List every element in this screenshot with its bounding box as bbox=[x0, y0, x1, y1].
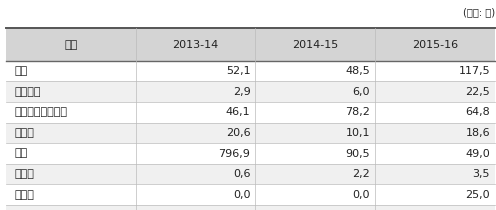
Bar bbox=[6, 164, 135, 184]
Bar bbox=[375, 81, 495, 102]
Bar bbox=[255, 143, 375, 164]
Text: 18,6: 18,6 bbox=[465, 128, 490, 138]
Text: 48,5: 48,5 bbox=[346, 66, 370, 76]
Bar bbox=[375, 61, 495, 81]
Text: 2,9: 2,9 bbox=[233, 87, 250, 97]
Text: 10,1: 10,1 bbox=[346, 128, 370, 138]
Bar bbox=[375, 102, 495, 123]
Text: 3,5: 3,5 bbox=[473, 169, 490, 179]
Bar bbox=[255, 81, 375, 102]
Bar bbox=[255, 164, 375, 184]
Text: 우간다: 우간다 bbox=[15, 128, 35, 138]
Bar bbox=[135, 81, 255, 102]
Text: 0,0: 0,0 bbox=[353, 190, 370, 200]
Bar bbox=[135, 61, 255, 81]
Text: 2013-14: 2013-14 bbox=[172, 40, 219, 50]
Text: 리비아: 리비아 bbox=[15, 190, 35, 200]
Bar bbox=[6, 81, 135, 102]
Bar bbox=[6, 61, 135, 81]
Text: 수단: 수단 bbox=[15, 148, 28, 159]
Text: 탄자니아: 탄자니아 bbox=[15, 87, 41, 97]
Text: 구분: 구분 bbox=[64, 40, 77, 50]
Bar bbox=[375, 164, 495, 184]
Bar bbox=[135, 143, 255, 164]
Text: 117,5: 117,5 bbox=[458, 66, 490, 76]
Bar bbox=[6, 123, 135, 143]
Text: 0,6: 0,6 bbox=[233, 169, 250, 179]
Bar bbox=[6, 184, 135, 205]
Text: 25,0: 25,0 bbox=[465, 190, 490, 200]
Text: 세네갈: 세네갈 bbox=[15, 169, 35, 179]
Text: 2,2: 2,2 bbox=[353, 169, 370, 179]
Text: 22,5: 22,5 bbox=[465, 87, 490, 97]
Bar bbox=[6, 205, 135, 210]
Text: 78,2: 78,2 bbox=[345, 107, 370, 117]
Bar bbox=[375, 205, 495, 210]
Bar bbox=[135, 164, 255, 184]
Bar bbox=[6, 143, 135, 164]
Text: 20,6: 20,6 bbox=[226, 128, 250, 138]
Bar bbox=[135, 123, 255, 143]
Bar bbox=[135, 184, 255, 205]
Text: 6,0: 6,0 bbox=[353, 87, 370, 97]
Bar bbox=[375, 123, 495, 143]
Bar bbox=[255, 102, 375, 123]
Bar bbox=[255, 123, 375, 143]
Text: 90,5: 90,5 bbox=[346, 148, 370, 159]
Bar bbox=[255, 205, 375, 210]
Bar bbox=[255, 61, 375, 81]
Text: 49,0: 49,0 bbox=[465, 148, 490, 159]
Text: 796,9: 796,9 bbox=[219, 148, 250, 159]
Text: 0,0: 0,0 bbox=[233, 190, 250, 200]
Text: 52,1: 52,1 bbox=[226, 66, 250, 76]
Text: 남아프리카공화국: 남아프리카공화국 bbox=[15, 107, 68, 117]
Bar bbox=[6, 102, 135, 123]
Bar bbox=[375, 184, 495, 205]
Text: 2014-15: 2014-15 bbox=[292, 40, 338, 50]
Text: (단위: 톤): (단위: 톤) bbox=[463, 7, 495, 17]
Text: 케냐: 케냐 bbox=[15, 66, 28, 76]
Bar bbox=[135, 205, 255, 210]
Bar bbox=[255, 184, 375, 205]
Text: 2015-16: 2015-16 bbox=[412, 40, 458, 50]
Text: 46,1: 46,1 bbox=[226, 107, 250, 117]
Bar bbox=[135, 102, 255, 123]
Text: 64,8: 64,8 bbox=[465, 107, 490, 117]
Bar bbox=[375, 143, 495, 164]
